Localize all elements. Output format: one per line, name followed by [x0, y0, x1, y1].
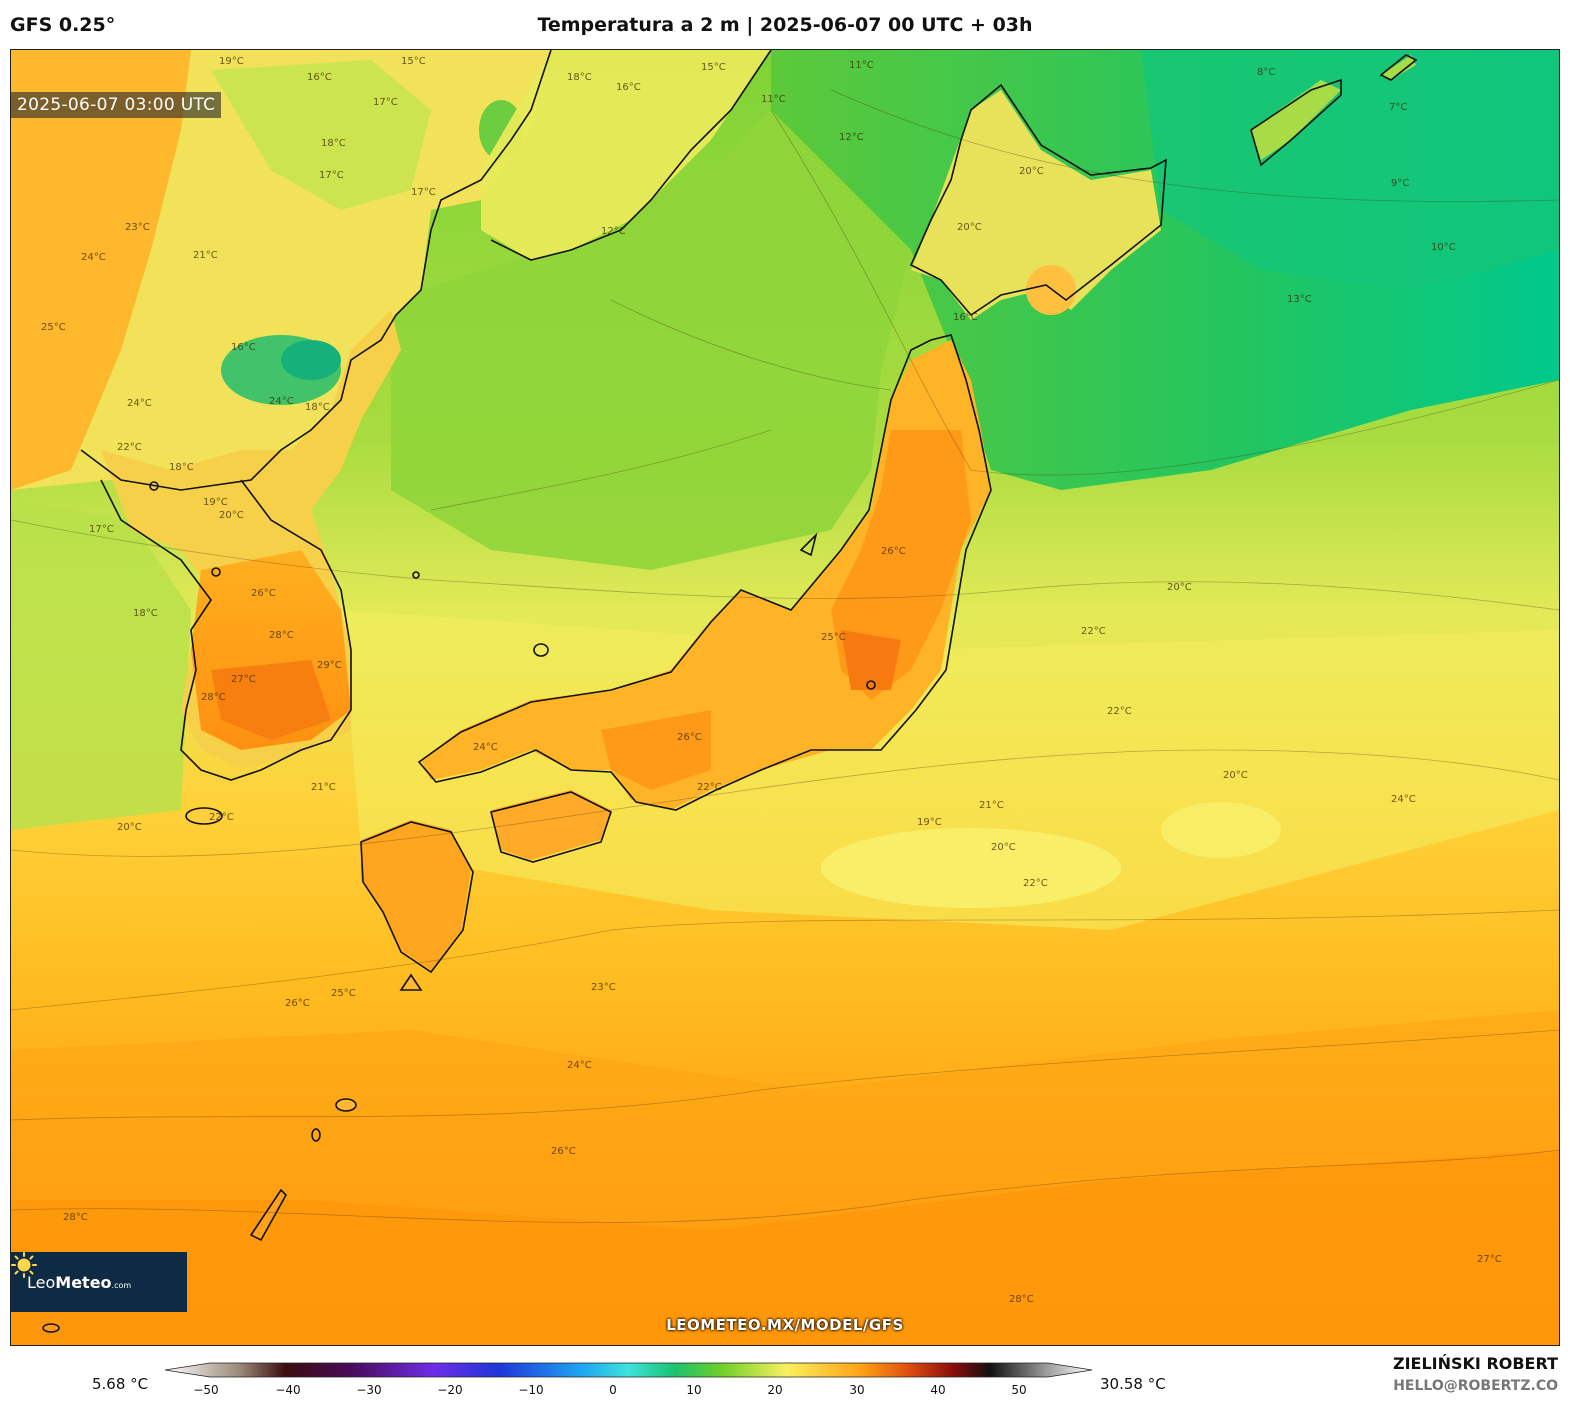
valid-time-badge: 2025-06-07 03:00 UTC	[11, 92, 222, 118]
colorbar-tick: 0	[609, 1383, 617, 1397]
contour-label: 19°C	[203, 497, 228, 508]
contour-label: 15°C	[401, 56, 426, 67]
contour-label: 18°C	[305, 402, 330, 413]
contour-label: 17°C	[319, 170, 344, 181]
colorbar-tick: −50	[193, 1383, 218, 1397]
contour-label: 18°C	[133, 608, 158, 619]
contour-label: 21°C	[193, 250, 218, 261]
contour-label: 27°C	[231, 674, 256, 685]
contour-label: 7°C	[1389, 102, 1407, 113]
contour-label: 24°C	[567, 1060, 592, 1071]
contour-label: 20°C	[117, 822, 142, 833]
map-title: Temperatura a 2 m | 2025-06-07 00 UTC + …	[537, 14, 1033, 36]
colorbar-tick: 40	[930, 1383, 945, 1397]
contour-label: 24°C	[81, 252, 106, 263]
contour-label: 18°C	[321, 138, 346, 149]
contour-label: 29°C	[317, 660, 342, 671]
contour-label: 10°C	[1431, 242, 1456, 253]
contour-label: 24°C	[473, 742, 498, 753]
contour-label: 17°C	[373, 97, 398, 108]
contour-label: 24°C	[1391, 794, 1416, 805]
colorbar-tick: 50	[1011, 1383, 1026, 1397]
contour-label: 22°C	[697, 782, 722, 793]
sun-icon	[11, 1252, 37, 1278]
temperature-field: 19°C 16°C 15°C 18°C 16°C 15°C 11°C 11°C …	[11, 50, 1559, 1345]
contour-label: 18°C	[567, 72, 592, 83]
author-name: ZIELIŃSKI ROBERT	[1392, 1354, 1558, 1373]
contour-label: 13°C	[1287, 294, 1312, 305]
contour-label: 25°C	[41, 322, 66, 333]
field-min-label: 5.68 °C	[92, 1375, 149, 1393]
contour-label: 26°C	[251, 588, 276, 599]
contour-label: 27°C	[1477, 1254, 1502, 1265]
contour-label: 26°C	[551, 1146, 576, 1157]
contour-label: 20°C	[1223, 770, 1248, 781]
leometeo-logo[interactable]: LeoMeteo.com	[11, 1252, 187, 1312]
contour-label: 28°C	[269, 630, 294, 641]
contour-label: 26°C	[285, 998, 310, 1009]
colorbar-tick: 10	[686, 1383, 701, 1397]
contour-label: 22°C	[1107, 706, 1132, 717]
contour-label: 12°C	[839, 132, 864, 143]
contour-label: 8°C	[1257, 67, 1275, 78]
contour-label: 24°C	[269, 396, 294, 407]
contour-label: 15°C	[701, 62, 726, 73]
contour-label: 23°C	[591, 982, 616, 993]
colorbar-tick: −10	[518, 1383, 543, 1397]
contour-label: 16°C	[953, 312, 978, 323]
contour-label: 21°C	[979, 800, 1004, 811]
contour-label: 16°C	[616, 82, 641, 93]
contour-label: 22°C	[1023, 878, 1048, 889]
contour-label: 17°C	[89, 524, 114, 535]
contour-label: 25°C	[821, 632, 846, 643]
contour-label: 16°C	[307, 72, 332, 83]
colorbar-ticks: −50 −40 −30 −20 −10 0 10 20 30 40 50	[193, 1383, 1026, 1397]
contour-label: 12°C	[601, 226, 626, 237]
contour-label: 19°C	[219, 56, 244, 67]
contour-label: 21°C	[311, 782, 336, 793]
contour-label: 28°C	[63, 1212, 88, 1223]
contour-label: 23°C	[125, 222, 150, 233]
contour-label: 25°C	[331, 988, 356, 999]
colorbar: −50 −40 −30 −20 −10 0 10 20 30 40 50	[164, 1362, 1093, 1397]
contour-labels: 19°C 16°C 15°C 18°C 16°C 15°C 11°C 11°C …	[41, 56, 1502, 1305]
temperature-map: 19°C 16°C 15°C 18°C 16°C 15°C 11°C 11°C …	[10, 49, 1560, 1346]
contour-label: 20°C	[219, 510, 244, 521]
colorbar-tick: 30	[849, 1383, 864, 1397]
contour-label: 26°C	[677, 732, 702, 743]
isotherms	[11, 89, 1559, 1224]
contour-label: 16°C	[231, 342, 256, 353]
source-url[interactable]: LEOMETEO.MX/MODEL/GFS	[666, 1316, 904, 1334]
logo-text: LeoMeteo.com	[27, 1272, 132, 1292]
contour-label: 28°C	[201, 692, 226, 703]
colorbar-tick: −40	[275, 1383, 300, 1397]
author-email[interactable]: HELLO@ROBERTZ.CO	[1393, 1378, 1558, 1394]
contour-label: 9°C	[1391, 178, 1409, 189]
contour-label: 22°C	[209, 812, 234, 823]
field-max-label: 30.58 °C	[1100, 1375, 1166, 1393]
contour-label: 11°C	[761, 94, 786, 105]
contour-label: 24°C	[127, 398, 152, 409]
contour-label: 28°C	[1009, 1294, 1034, 1305]
colorbar-tick: 20	[767, 1383, 782, 1397]
contour-label: 22°C	[117, 442, 142, 453]
contour-label: 20°C	[1019, 166, 1044, 177]
contour-label: 17°C	[411, 187, 436, 198]
contour-label: 18°C	[169, 462, 194, 473]
contour-label: 22°C	[1081, 626, 1106, 637]
contour-label: 19°C	[917, 817, 942, 828]
colorbar-tick: −30	[356, 1383, 381, 1397]
contour-label: 20°C	[991, 842, 1016, 853]
contour-label: 20°C	[957, 222, 982, 233]
colorbar-tick: −20	[437, 1383, 462, 1397]
contour-label: 20°C	[1167, 582, 1192, 593]
contour-label: 26°C	[881, 546, 906, 557]
contour-label: 11°C	[849, 60, 874, 71]
model-label: GFS 0.25°	[10, 14, 116, 36]
coastlines	[42, 50, 1418, 1333]
